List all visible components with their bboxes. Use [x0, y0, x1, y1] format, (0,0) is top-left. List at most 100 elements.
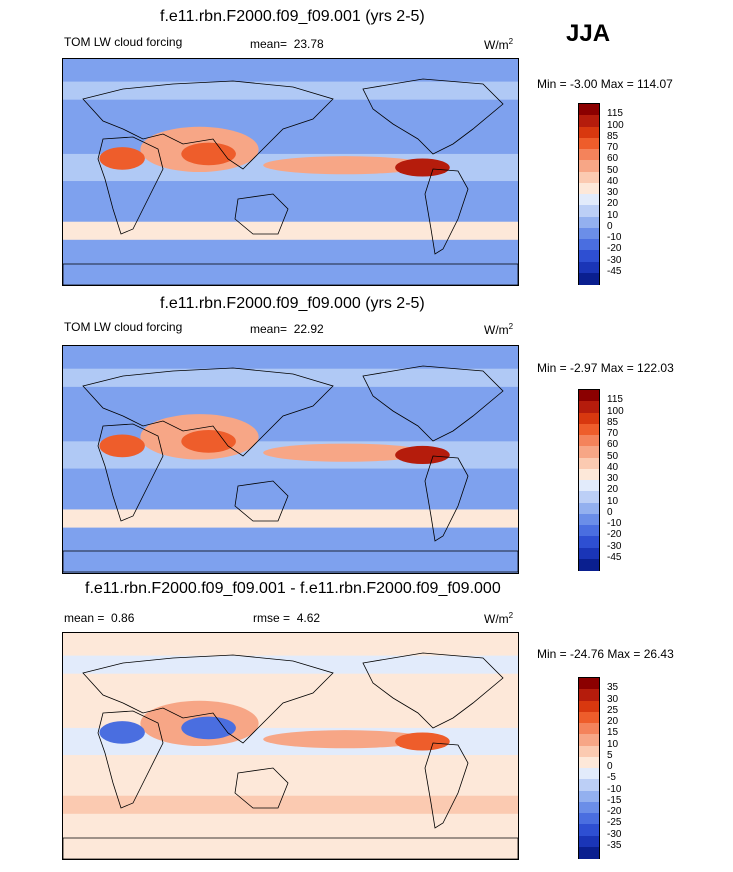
colorbar-label: 115 [607, 394, 623, 406]
map-band [63, 368, 518, 387]
colorbar-swatch [579, 711, 599, 724]
colorbar-swatch [579, 468, 599, 481]
colorbar-swatch [579, 689, 599, 701]
colorbar-swatch [579, 813, 599, 825]
colorbar-label: 20 [607, 716, 619, 727]
map-coastline [82, 654, 334, 744]
map-itcz [263, 443, 427, 462]
colorbar-label: 25 [607, 704, 619, 716]
colorbar-label: 10 [607, 209, 619, 221]
colorbar-swatch [579, 768, 599, 780]
panel-2-colorbar: 115 100 85 70 60 50 40 30 20 10 0 -10 -20 -30 -45 [578, 389, 624, 571]
map-coastline [424, 742, 469, 829]
colorbar-swatch [579, 502, 599, 515]
colorbar-label: 40 [607, 461, 619, 473]
map-coastline [424, 168, 469, 255]
colorbar-label: 70 [607, 428, 619, 439]
colorbar-label: 30 [607, 473, 619, 484]
colorbar-swatch [579, 239, 599, 251]
colorbar-label: -10 [607, 783, 622, 795]
map-coastline [63, 837, 518, 859]
map-band [63, 509, 518, 528]
colorbar-swatch [579, 272, 599, 285]
colorbar-label: -30 [607, 540, 622, 552]
panel-2-mean: mean= 22.92 [250, 322, 324, 336]
colorbar-label: 60 [607, 153, 619, 165]
map-coastline [362, 365, 504, 442]
colorbar-swatch [579, 846, 599, 859]
panel-1-colorbar: 115 100 85 70 60 50 40 30 20 10 0 -10 -20 -30 -45 [578, 103, 624, 285]
colorbar-label: -20 [607, 243, 622, 255]
colorbar-label: 60 [607, 439, 619, 451]
colorbar-swatch [579, 115, 599, 127]
colorbar-swatch [579, 457, 599, 470]
colorbar-swatch [579, 723, 599, 735]
colorbar-label: 20 [607, 198, 619, 210]
colorbar-label: 0 [607, 761, 613, 772]
map-africa-convection [99, 721, 145, 744]
map-band [63, 655, 518, 674]
colorbar-label: 115 [607, 108, 623, 120]
map-band [63, 221, 518, 240]
colorbar-label: -45 [607, 265, 622, 277]
map-coastline [362, 652, 504, 729]
panel-3-minmax: Min = -24.76 Max = 26.43 [537, 647, 674, 661]
colorbar-label: -45 [607, 551, 622, 563]
colorbar-label: 50 [607, 164, 619, 176]
colorbar-label: 100 [607, 119, 624, 131]
colorbar-label: -10 [607, 518, 622, 529]
colorbar-label: 0 [607, 506, 613, 518]
colorbar-label: 30 [607, 187, 619, 198]
colorbar-swatch [579, 250, 599, 262]
panel-2-minmax: Min = -2.97 Max = 122.03 [537, 361, 674, 375]
colorbar-label: 85 [607, 416, 619, 428]
map-coastline [234, 480, 289, 522]
panel-2-title: f.e11.rbn.F2000.f09_f09.000 (yrs 2-5) [160, 295, 425, 312]
colorbar-label: 15 [607, 727, 619, 739]
colorbar-label: 5 [607, 749, 613, 761]
colorbar-label: -30 [607, 254, 622, 266]
colorbar-swatch [579, 160, 599, 172]
colorbar-swatch [579, 137, 599, 150]
colorbar-swatch [579, 149, 599, 161]
colorbar-label: 30 [607, 693, 619, 705]
colorbar-label: 35 [607, 682, 619, 694]
colorbar-swatch [579, 779, 599, 791]
colorbar-swatch [579, 835, 599, 848]
colorbar-swatch [579, 126, 599, 139]
colorbar-label: -5 [607, 772, 616, 784]
colorbar-swatch [579, 412, 599, 425]
map-coastline [82, 367, 334, 457]
panel-3-rmse: rmse = 4.62 [253, 611, 321, 625]
colorbar-label: 10 [607, 738, 619, 750]
colorbar-label: -15 [607, 794, 622, 806]
panel-1-map [62, 58, 519, 286]
map-africa-convection [99, 434, 145, 458]
colorbar-label: 10 [607, 495, 619, 507]
colorbar-label: -30 [607, 828, 622, 840]
colorbar-swatch [579, 261, 599, 274]
colorbar-swatch [579, 216, 599, 229]
panel-1-mean: mean= 23.78 [250, 37, 324, 51]
panel-1-minmax: Min = -3.00 Max = 114.07 [537, 77, 673, 91]
colorbar-swatch [579, 525, 599, 537]
colorbar-label: -25 [607, 817, 622, 829]
colorbar-swatch [579, 171, 599, 184]
map-coastline [234, 767, 289, 809]
panel-3-map [62, 632, 519, 860]
colorbar-swatch [579, 423, 599, 436]
colorbar-swatch [579, 547, 599, 560]
colorbar-swatch [579, 480, 599, 492]
colorbar-swatch [579, 104, 599, 116]
colorbar-swatch [579, 756, 599, 769]
panel-1-field-label: TOM LW cloud forcing [64, 35, 183, 49]
colorbar-label: -20 [607, 529, 622, 541]
colorbar-label: -20 [607, 806, 622, 817]
map-central-america [395, 732, 450, 751]
colorbar-label: -10 [607, 232, 622, 243]
season-label: JJA [566, 20, 611, 47]
colorbar-swatch [579, 734, 599, 746]
map-coastline [97, 136, 164, 235]
colorbar-swatch [579, 513, 599, 526]
colorbar-swatch [579, 435, 599, 447]
